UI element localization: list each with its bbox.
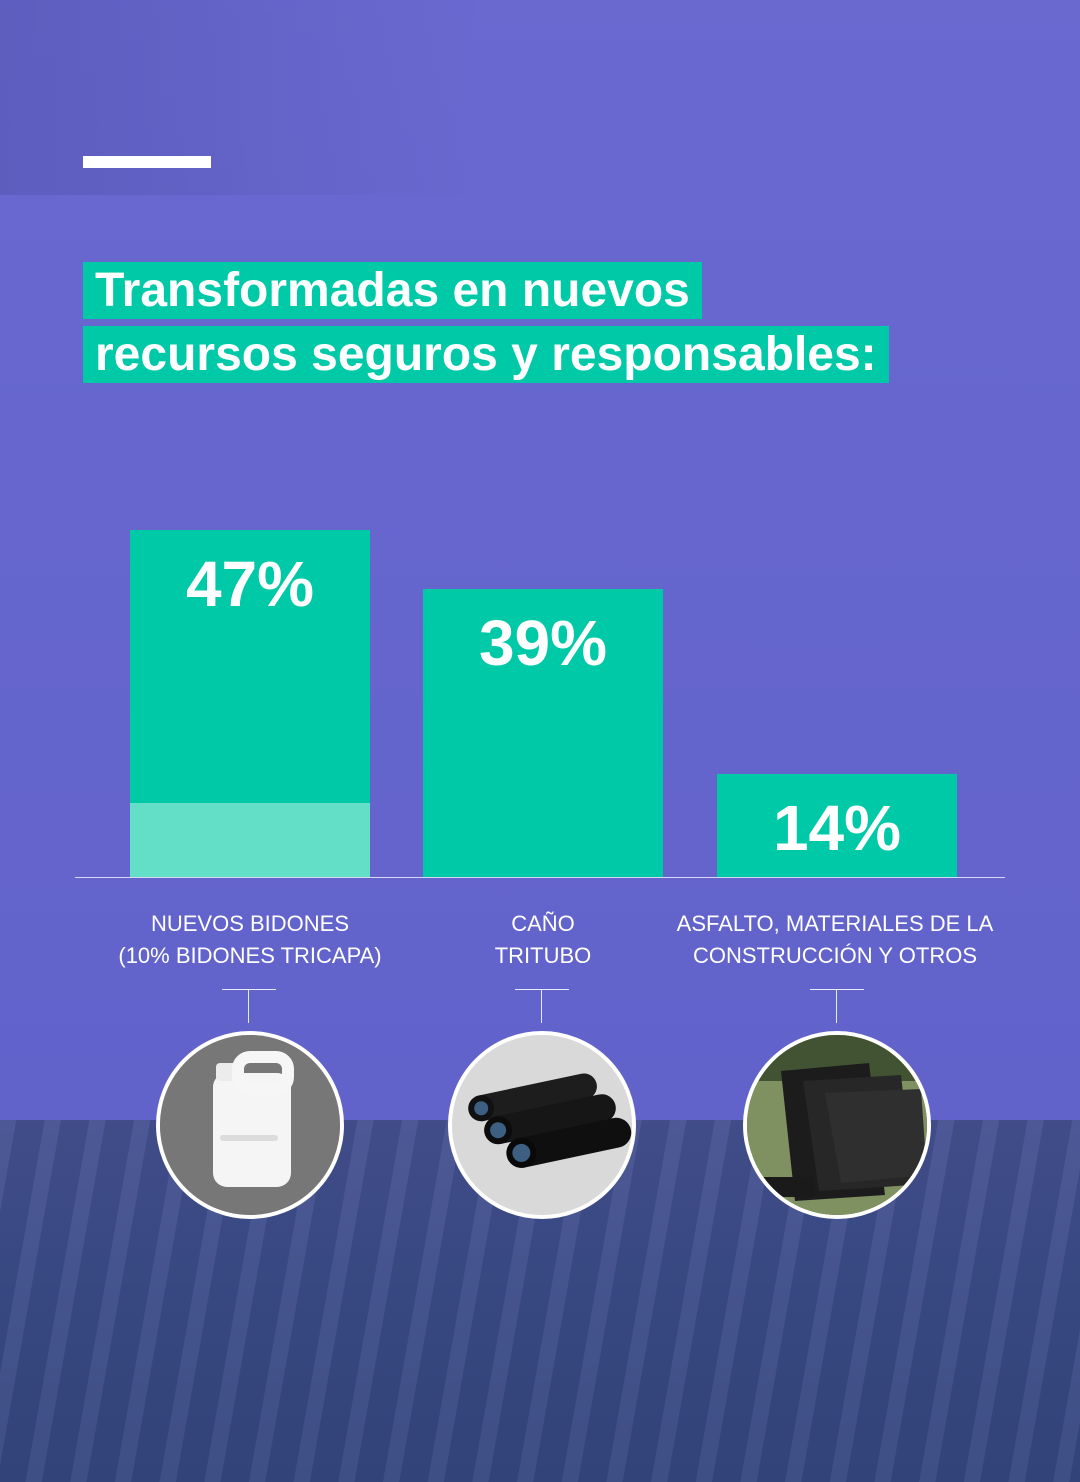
connector-line <box>222 989 276 1023</box>
category-label-line-2: CONSTRUCCIÓN Y OTROS <box>693 942 977 968</box>
pipes-icon <box>448 1031 636 1219</box>
connector-line <box>515 989 569 1023</box>
bar-cano-tritubo: 39% <box>423 589 663 877</box>
background-top <box>0 0 1080 1120</box>
category-label-line-2: TRITUBO <box>494 942 592 968</box>
category-label-asfalto-materiales: ASFALTO, MATERIALES DE LA CONSTRUCCIÓN Y… <box>665 908 1005 972</box>
x-axis-line <box>75 877 1005 878</box>
page-title: Transformadas en nuevos recursos seguros… <box>83 259 1003 388</box>
category-label-nuevos-bidones: NUEVOS BIDONES (10% BIDONES TRICAPA) <box>80 908 420 972</box>
category-label-line-2: (10% BIDONES TRICAPA) <box>118 942 382 968</box>
data-label-nuevos-bidones: 47% <box>185 548 315 620</box>
category-label-line-1: NUEVOS BIDONES <box>150 911 350 936</box>
category-label-line-1: CAÑO <box>511 911 575 936</box>
panels-icon <box>743 1031 931 1219</box>
bar-segment-bidones-tricapa <box>130 803 370 877</box>
data-label-asfalto-materiales: 14% <box>772 792 902 864</box>
jerrycan-icon <box>156 1031 344 1219</box>
connector-line <box>810 989 864 1023</box>
bar-chart: 47% 39% 14% <box>75 520 1005 905</box>
category-label-line-1: ASFALTO, MATERIALES DE LA <box>676 911 994 936</box>
background-texture <box>0 0 480 195</box>
bar-asfalto-materiales: 14% <box>717 774 957 877</box>
title-line-1: Transformadas en nuevos <box>83 262 702 319</box>
accent-bar <box>83 156 211 168</box>
title-line-2: recursos seguros y responsables: <box>83 326 889 384</box>
data-label-cano-tritubo: 39% <box>478 607 608 679</box>
category-label-cano-tritubo: CAÑO TRITUBO <box>373 908 713 972</box>
bar-nuevos-bidones: 47% <box>130 530 370 877</box>
